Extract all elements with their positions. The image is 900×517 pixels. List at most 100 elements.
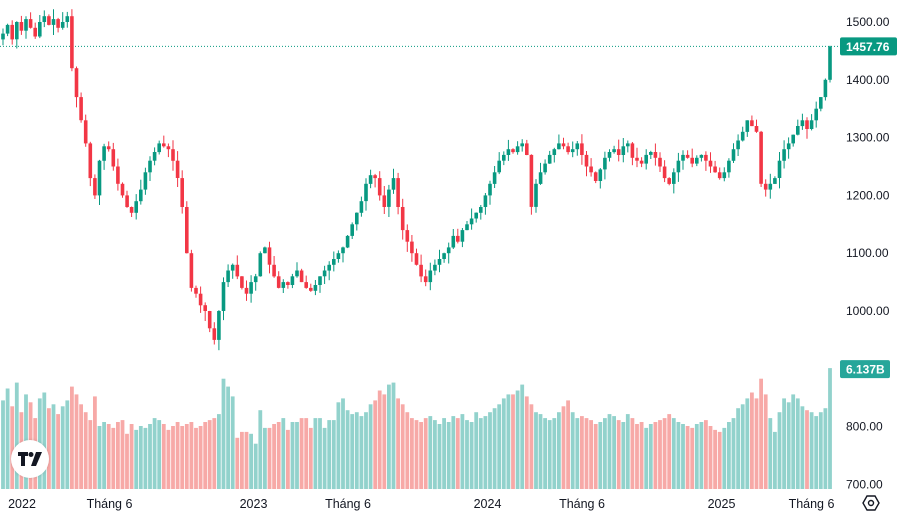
- tradingview-logo[interactable]: [11, 440, 49, 478]
- chart-settings-button[interactable]: [862, 494, 880, 512]
- candle: [322, 265, 327, 284]
- time-tick-label: 2025: [708, 497, 736, 511]
- volume-bar: [713, 429, 717, 489]
- volume-bar: [786, 402, 791, 489]
- volume-bar: [791, 394, 796, 489]
- candle-body: [345, 235, 350, 248]
- candle-body: [502, 154, 506, 161]
- volume-bar: [88, 420, 93, 490]
- volume-bar: [492, 408, 497, 489]
- candle-body: [102, 146, 106, 161]
- candle-body: [166, 146, 171, 150]
- candle-body: [547, 154, 552, 164]
- candle-body: [525, 143, 529, 155]
- candle-body: [479, 207, 483, 213]
- candle: [796, 119, 800, 136]
- candle: [759, 130, 763, 187]
- candle: [253, 273, 258, 291]
- volume-bar: [603, 418, 607, 489]
- candle: [299, 268, 304, 283]
- candle: [377, 171, 382, 201]
- candle: [750, 115, 754, 127]
- volume-bar: [625, 414, 630, 489]
- candle-body: [534, 183, 538, 207]
- candle-body: [56, 19, 60, 28]
- candle-body: [529, 154, 534, 207]
- volume-bar: [83, 412, 88, 489]
- price-axis[interactable]: 1500.00 1400.00 1300.00 1200.00 1100.00 1000.…: [846, 15, 890, 491]
- candle-body: [759, 131, 763, 184]
- candle: [520, 139, 524, 152]
- candle-body: [240, 276, 244, 288]
- candle: [152, 147, 157, 166]
- candle-body: [773, 178, 777, 184]
- candle: [695, 155, 699, 167]
- volume-bar: [474, 412, 479, 489]
- candle-body: [722, 172, 727, 179]
- candle: [318, 276, 322, 293]
- volume-bar: [469, 422, 474, 489]
- price-tick-label: 800.00: [846, 420, 883, 434]
- tradingview-logo-icon: [18, 452, 42, 466]
- volume-bar: [143, 427, 148, 489]
- candle: [116, 158, 120, 191]
- candle-body: [65, 16, 70, 22]
- last-price-tag: 1457.76: [840, 37, 897, 56]
- volume-bar: [676, 422, 681, 489]
- volume-bar: [345, 410, 350, 489]
- candle-body: [492, 172, 497, 184]
- candle: [525, 139, 529, 156]
- candle-body: [70, 16, 74, 69]
- candle: [740, 126, 745, 142]
- candle: [777, 152, 782, 189]
- candle-body: [750, 120, 754, 127]
- candle: [497, 152, 501, 175]
- candle: [295, 262, 299, 278]
- candle: [332, 251, 336, 272]
- candle: [506, 139, 511, 161]
- volume-bar: [740, 404, 745, 489]
- price-tick-label: 1400.00: [846, 73, 890, 87]
- volume-bar: [736, 408, 740, 489]
- candle: [226, 264, 230, 287]
- candle: [42, 10, 47, 28]
- candle: [800, 113, 805, 130]
- candle: [515, 141, 520, 155]
- candle-body: [391, 178, 396, 190]
- candle-body: [699, 154, 704, 158]
- candle: [350, 222, 354, 239]
- volume-bar: [745, 398, 750, 489]
- volume-bar: [547, 420, 552, 490]
- candle-body: [428, 270, 433, 283]
- candle: [162, 135, 166, 148]
- time-axis[interactable]: 2022 Tháng 6 2023 Tháng 6 2024 Tháng 6 2025 Thá…: [8, 497, 834, 511]
- volume-bar: [65, 400, 70, 489]
- volume-bar: [134, 429, 139, 489]
- candle: [621, 138, 626, 163]
- time-tick-label: 2023: [240, 497, 268, 511]
- candle-body: [635, 157, 639, 161]
- candle-body: [336, 253, 341, 259]
- volume-bar: [97, 426, 102, 489]
- volume-bar: [506, 394, 511, 489]
- candle-body: [488, 183, 492, 196]
- volume-bar: [414, 420, 419, 490]
- candle: [437, 249, 442, 273]
- candle: [446, 242, 451, 264]
- candle-body: [515, 146, 520, 153]
- candle: [543, 159, 547, 175]
- candle-body: [290, 276, 295, 285]
- candle: [603, 151, 607, 180]
- volume-bar: [79, 404, 83, 489]
- candle: [97, 159, 102, 205]
- volume-bar: [60, 406, 65, 489]
- volume-bar: [690, 427, 695, 489]
- candle-body: [786, 143, 791, 150]
- volume-bar: [230, 396, 235, 489]
- candle: [809, 114, 814, 131]
- candle-body: [47, 16, 51, 25]
- candle: [28, 12, 33, 29]
- volume-bar: [327, 420, 332, 490]
- candle: [276, 271, 281, 289]
